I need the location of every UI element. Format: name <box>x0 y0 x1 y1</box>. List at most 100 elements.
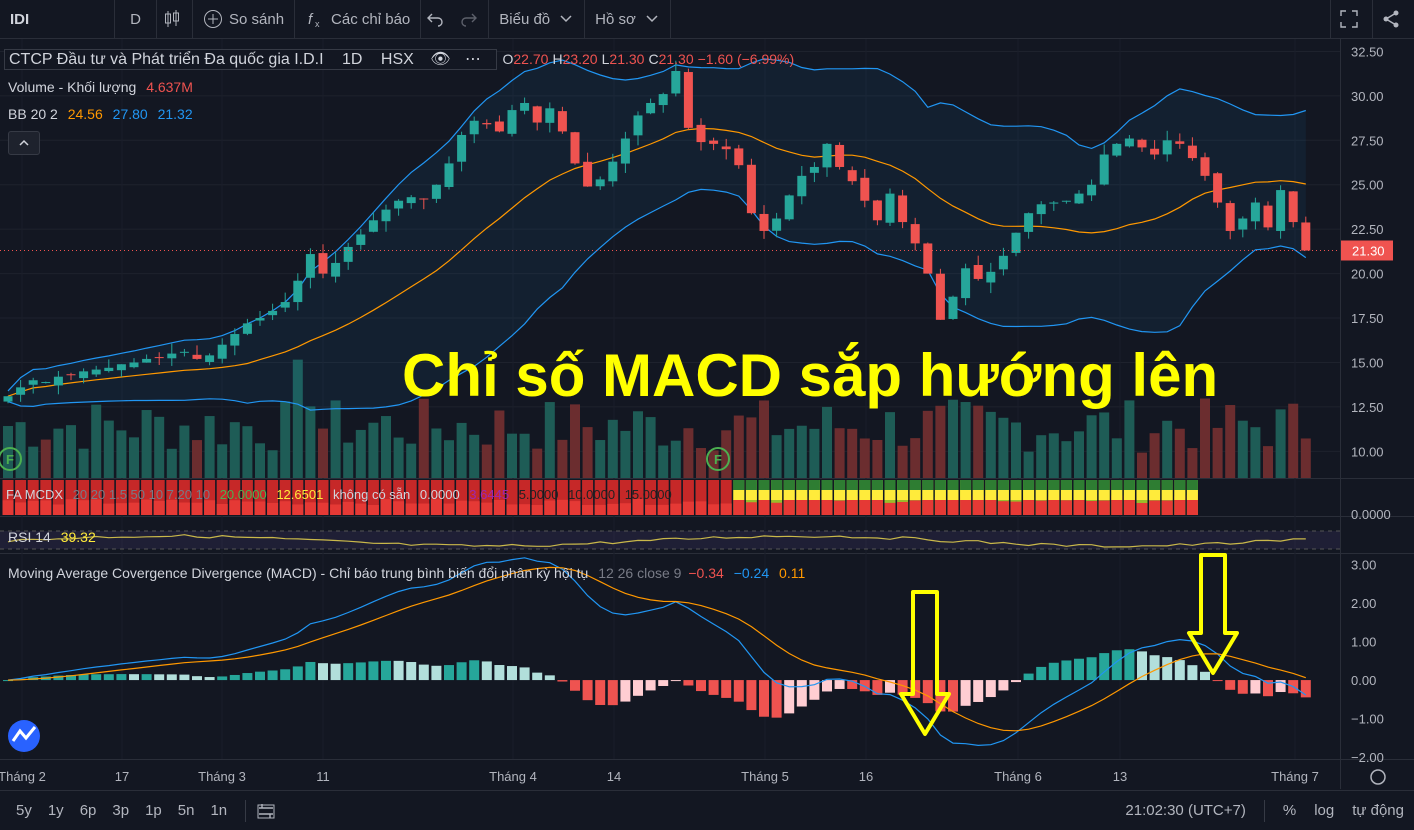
symbol-search[interactable]: IDI <box>0 0 115 38</box>
volume-bar <box>3 426 13 478</box>
candle-body <box>1137 139 1147 148</box>
fa-bar <box>115 480 127 515</box>
macd-hist-bar <box>822 680 832 692</box>
down-arrow-annotation <box>1187 553 1239 675</box>
candle-body <box>406 197 416 204</box>
volume-bar <box>141 410 152 478</box>
more-icon[interactable]: ⋯ <box>465 51 482 68</box>
volume-bar <box>53 428 64 478</box>
clock[interactable]: 21:02:30 (UTC+7) <box>1125 802 1246 819</box>
undo-button[interactable] <box>421 0 455 38</box>
candle-body <box>1124 138 1134 147</box>
fa-bar <box>997 480 1009 490</box>
fa-bar <box>922 490 934 500</box>
candle-body <box>948 296 958 319</box>
fa-params: 20 20 1.5 50 10 7.20 10 <box>72 487 211 502</box>
candle-body <box>1250 202 1260 222</box>
chart-menu-button[interactable]: Biểu đồ <box>489 0 586 38</box>
fa-bar <box>1123 480 1135 490</box>
candle-body <box>41 382 51 384</box>
volume-bar <box>28 446 39 478</box>
candle-body <box>872 200 882 221</box>
interval-button[interactable]: D <box>115 0 157 38</box>
volume-bar <box>1250 427 1261 478</box>
volume-bar <box>91 404 102 478</box>
fa-bar <box>1149 480 1161 490</box>
volume-bar <box>1023 451 1034 478</box>
redo-button[interactable] <box>455 0 490 38</box>
fa-bar <box>1073 490 1085 500</box>
price-axis[interactable]: 32.50 30.00 27.50 25.00 22.50 20.00 17.50 15.00… <box>0 44 1393 765</box>
compare-button[interactable]: So sánh <box>193 0 296 38</box>
indicators-label: Các chỉ báo <box>331 10 411 28</box>
fa-bar <box>733 499 745 515</box>
macd-hist-bar <box>1048 662 1059 681</box>
range-button[interactable]: 1y <box>47 802 64 819</box>
date-range-icon[interactable] <box>256 801 276 821</box>
collapse-legend-button[interactable] <box>8 131 40 155</box>
macd-hist-bar <box>910 680 921 698</box>
eye-icon[interactable]: 👁 <box>430 51 451 68</box>
chart-style-button[interactable] <box>157 0 193 38</box>
macd-hist-bar <box>66 675 76 681</box>
share-button[interactable] <box>1372 0 1414 38</box>
range-button[interactable]: 5y <box>16 802 32 819</box>
price-chart[interactable]: 32.50 30.00 27.50 25.00 22.50 20.00 17.50 15.00… <box>0 39 1414 789</box>
fa-bar <box>884 490 896 500</box>
candle-body <box>79 371 89 379</box>
fa-bar <box>884 480 896 490</box>
time-axis[interactable]: Tháng 2 17 Tháng 3 11 Tháng 4 14 Tháng 5 16 Thán… <box>0 769 1386 785</box>
volume-bar <box>885 412 895 478</box>
price-tick-label: 30.00 <box>1351 89 1384 104</box>
fa-bar <box>884 502 896 515</box>
fa-bar <box>178 480 190 515</box>
log-toggle[interactable]: log <box>1314 802 1335 819</box>
fa-bar <box>367 480 379 515</box>
fa-bar <box>27 480 39 515</box>
fa-bar <box>670 503 682 515</box>
macd-hist-bar <box>1086 657 1097 681</box>
fa-bar <box>481 502 493 515</box>
fa-bar <box>1136 490 1148 500</box>
fa-bar <box>405 480 417 515</box>
symbol-title-box[interactable]: CTCP Đầu tư và Phát triển Đa quốc gia I.… <box>4 49 497 70</box>
macd-hist-bar <box>1061 660 1072 681</box>
legend-exchange: HSX <box>380 51 414 68</box>
candle-body <box>822 143 832 168</box>
low-label: L <box>601 51 610 67</box>
fa-bar <box>544 500 556 515</box>
range-button[interactable]: 1p <box>145 802 162 819</box>
profile-menu-button[interactable]: Hồ sơ <box>585 0 671 38</box>
fa-bar <box>191 502 203 515</box>
fa-bar <box>720 480 732 515</box>
fa-value-5: 3.6445 <box>469 487 510 502</box>
volume-bar <box>784 428 795 478</box>
volume-bar <box>1074 431 1084 478</box>
volume-bar <box>1187 448 1198 478</box>
plus-circle-icon <box>204 10 222 28</box>
volume-bar <box>897 445 908 478</box>
fa-bar <box>1035 500 1047 515</box>
fa-bar <box>771 490 783 500</box>
fa-value-7: 10.0000 <box>568 487 616 502</box>
fa-bar <box>204 500 216 515</box>
chart-area[interactable]: 32.50 30.00 27.50 25.00 22.50 20.00 17.50 15.00… <box>0 39 1414 789</box>
fa-bar <box>796 497 808 515</box>
fullscreen-button[interactable] <box>1330 0 1372 38</box>
volume-bar <box>645 417 656 478</box>
candle-body <box>633 115 643 136</box>
fa-bar <box>821 490 833 500</box>
range-button[interactable]: 6p <box>79 802 97 819</box>
fa-bar <box>871 480 883 490</box>
fa-bar <box>405 503 417 515</box>
range-button[interactable]: 1n <box>210 802 228 819</box>
f-marker-icon: F <box>714 452 722 467</box>
range-button[interactable]: 3p <box>112 802 130 819</box>
fa-bar <box>1048 496 1060 515</box>
percent-toggle[interactable]: % <box>1282 802 1297 819</box>
interval-label: D <box>130 10 141 28</box>
fa-bar <box>52 480 64 515</box>
range-button[interactable]: 5n <box>177 802 195 819</box>
auto-toggle[interactable]: tự động <box>1352 802 1404 819</box>
